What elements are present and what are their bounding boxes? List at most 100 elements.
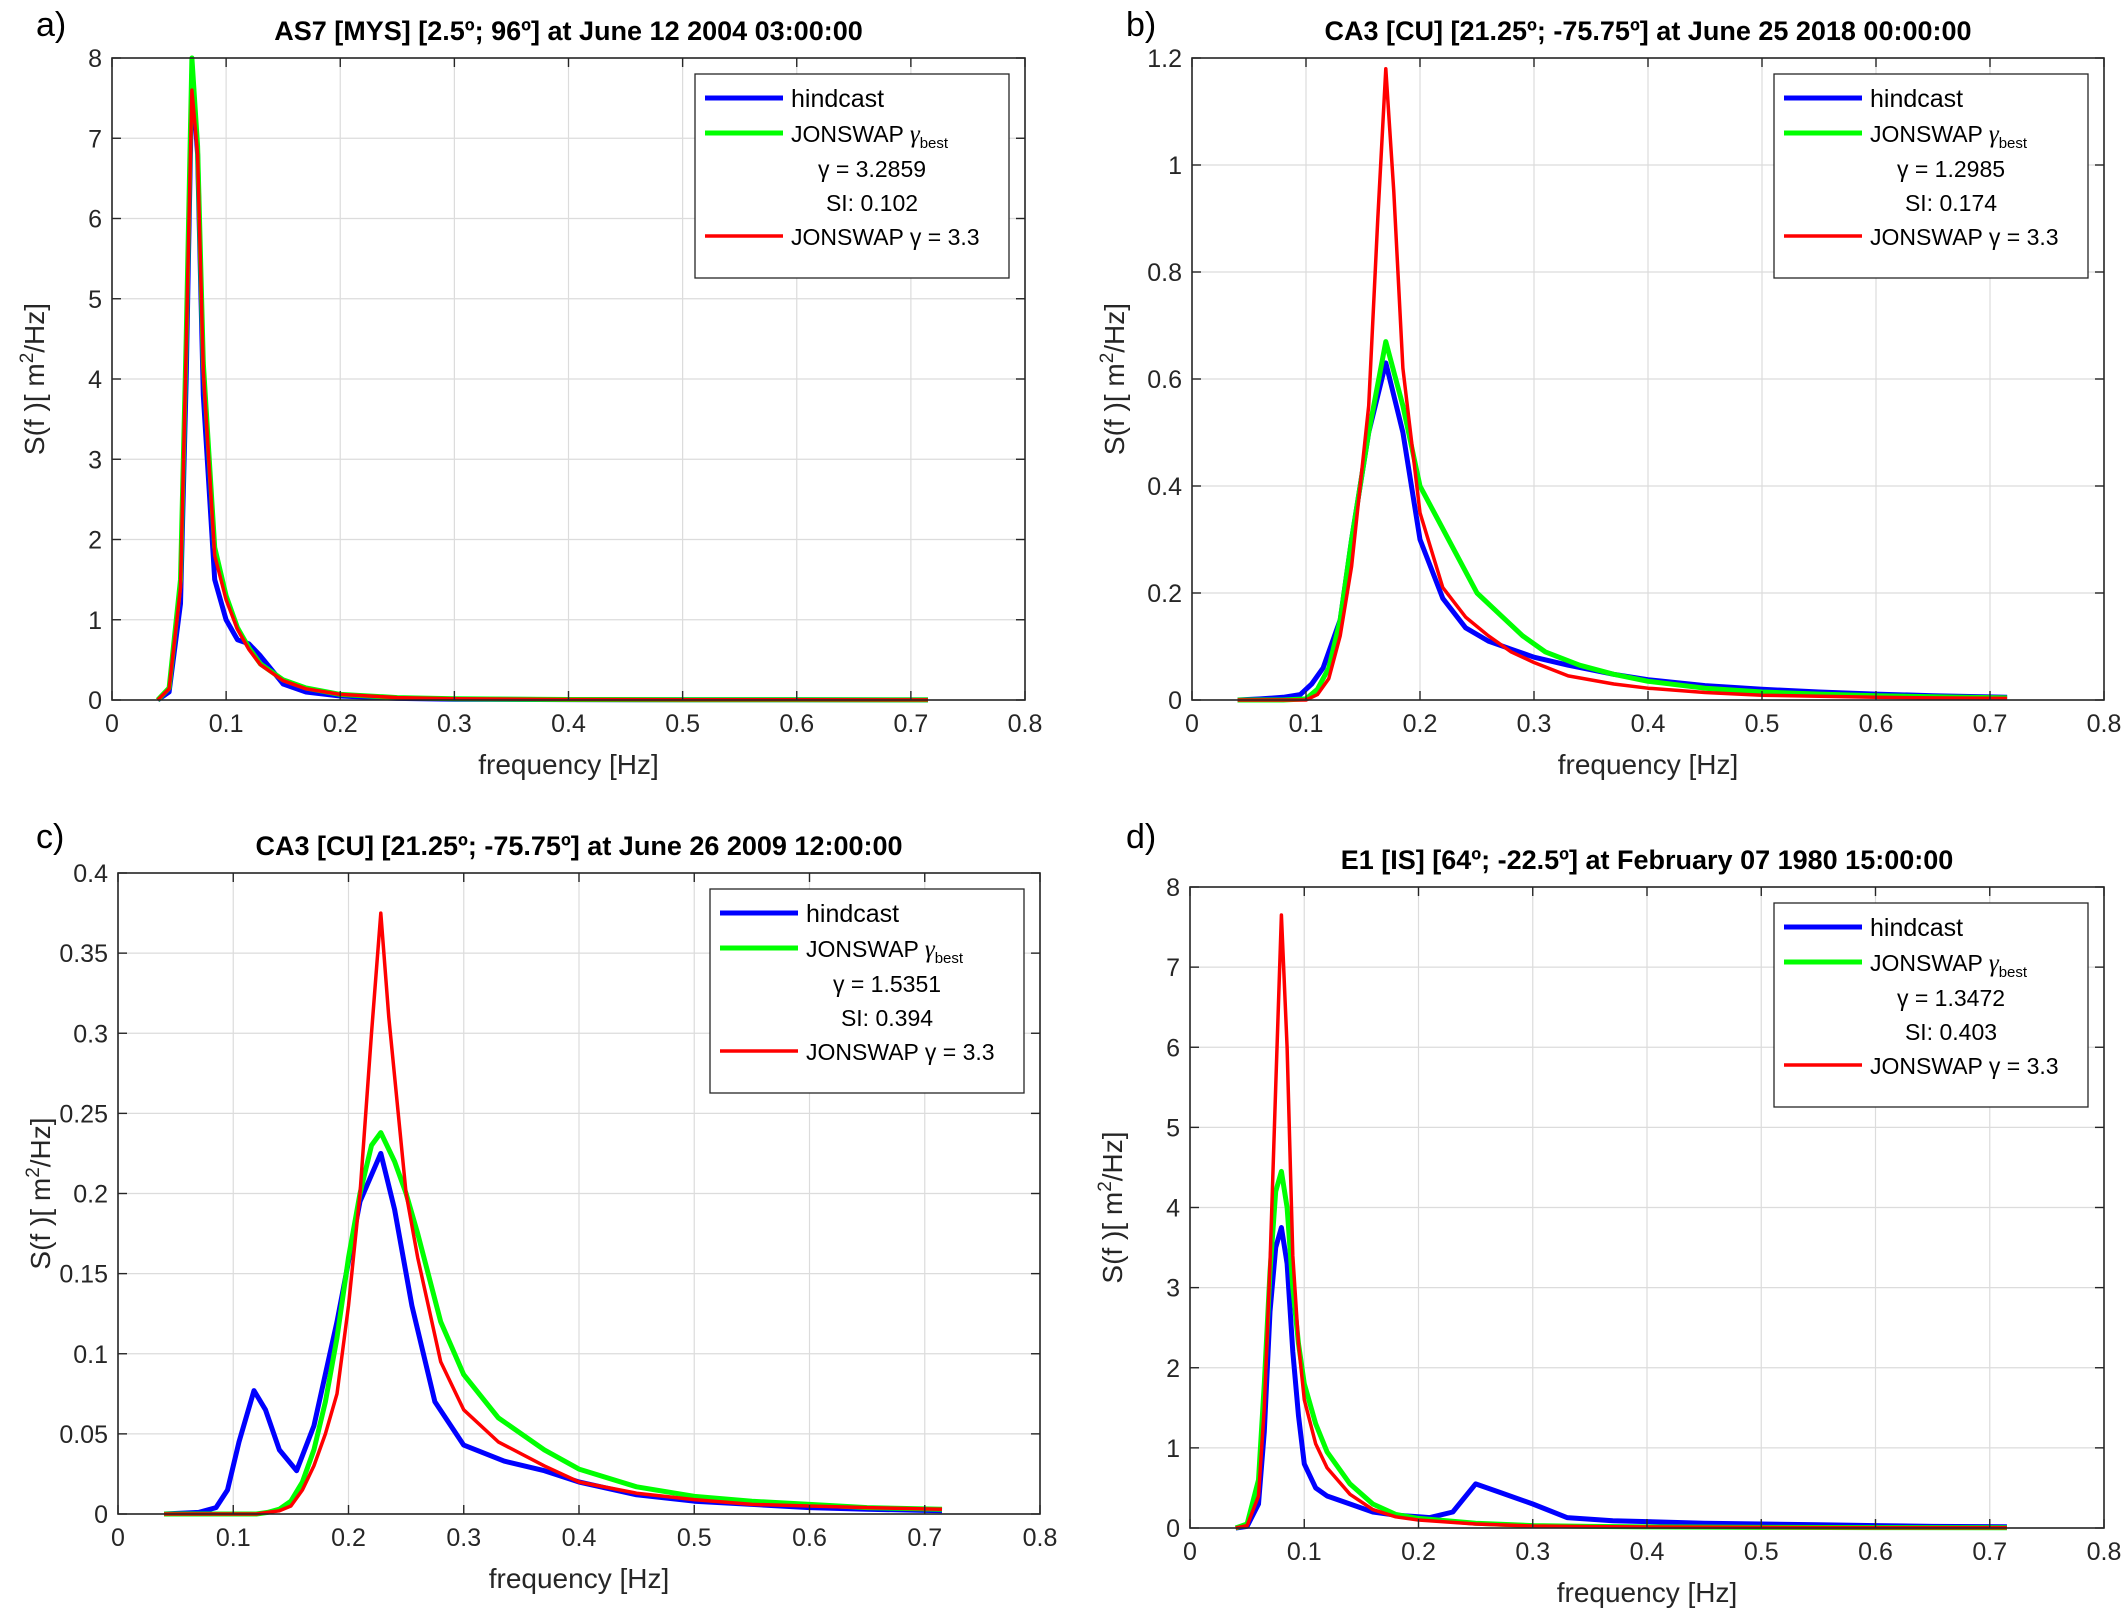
x-axis-label: frequency [Hz] xyxy=(478,749,659,780)
chart-title: CA3 [CU] [21.25º; -75.75º] at June 26 20… xyxy=(255,831,902,861)
legend-box xyxy=(694,73,1010,279)
chart-panel-4: 0 0.1 0.2 0.3 0.4 0.5 0.6 0.7 0.8 0 1 2 3 4 5 6 7 8 E1 [IS… xyxy=(1095,818,2121,1608)
legend-box xyxy=(1773,73,2089,279)
legend-label-jonswap-3-3: JONSWAP γ = 3.3 xyxy=(791,224,980,250)
legend-si-value: SI: 0.394 xyxy=(841,1005,933,1031)
y-axis-label-unit: /Hz] xyxy=(1097,1131,1128,1181)
x-tick-label: 0.8 xyxy=(2087,1538,2122,1566)
x-tick-label: 0.8 xyxy=(1023,1524,1058,1552)
legend-label-hindcast: hindcast xyxy=(806,900,899,928)
x-tick-label: 0.8 xyxy=(1008,710,1043,738)
x-tick-label: 0.5 xyxy=(677,1524,712,1552)
y-tick-label: 5 xyxy=(1166,1114,1180,1142)
x-tick-label: 0.3 xyxy=(1515,1538,1550,1566)
y-tick-label: 7 xyxy=(1166,954,1180,982)
x-tick-label: 0.1 xyxy=(1289,710,1324,738)
series-line-jonswap-3-3 xyxy=(1237,66,2008,702)
y-tick-label: 1 xyxy=(1168,152,1182,180)
legend-label-hindcast: hindcast xyxy=(1870,85,1963,113)
y-axis-label-sup: 2 xyxy=(17,353,38,364)
y-tick-label: 0.8 xyxy=(1147,259,1182,287)
y-axis-label-unit: /Hz] xyxy=(25,1117,56,1167)
legend-si-value: SI: 0.403 xyxy=(1905,1019,1997,1045)
x-tick-label: 0.8 xyxy=(2087,710,2122,738)
y-axis-label-sup: 2 xyxy=(1095,1181,1116,1192)
y-tick-label: 0.6 xyxy=(1147,366,1182,394)
series-line-jonswap-3-3 xyxy=(1235,913,2007,1530)
y-axis-label-main: S(f )[ m xyxy=(25,1178,56,1270)
y-axis-label: S(f )[ m2/Hz] xyxy=(1095,1131,1128,1283)
y-tick-label: 1 xyxy=(88,607,102,635)
x-tick-label: 0.2 xyxy=(1401,1538,1436,1566)
panel-label: c) xyxy=(36,818,64,856)
series-line-hindcast xyxy=(1237,360,2008,703)
y-tick-label: 0 xyxy=(1168,687,1182,715)
y-tick-label: 6 xyxy=(1166,1034,1180,1062)
legend: hindcast JONSWAP γbest γ = 1.2985 SI: 0.174… xyxy=(1773,73,2089,279)
x-tick-label: 0.6 xyxy=(1859,710,1894,738)
legend-box xyxy=(709,888,1025,1094)
x-tick-label: 0.7 xyxy=(1973,710,2008,738)
y-tick-label: 0 xyxy=(94,1501,108,1529)
y-tick-label: 3 xyxy=(1166,1275,1180,1303)
y-tick-label: 0 xyxy=(1166,1515,1180,1543)
legend-label-hindcast: hindcast xyxy=(791,85,884,113)
y-tick-label: 0.15 xyxy=(59,1261,108,1289)
legend: hindcast JONSWAP γbest γ = 1.3472 SI: 0.403… xyxy=(1773,902,2089,1108)
x-tick-label: 0.3 xyxy=(1517,710,1552,738)
legend-label-hindcast: hindcast xyxy=(1870,914,1963,942)
x-tick-label: 0.3 xyxy=(446,1524,481,1552)
y-axis-label: S(f )[ m2/Hz] xyxy=(23,1117,56,1269)
x-tick-label: 0.2 xyxy=(323,710,358,738)
legend-label-jonswap-best: JONSWAP γbest xyxy=(1870,121,2028,152)
y-tick-label: 6 xyxy=(88,206,102,234)
series-line-jonswap-best xyxy=(164,1130,943,1517)
x-tick-label: 0.5 xyxy=(1745,710,1780,738)
y-axis-label-unit: /Hz] xyxy=(1099,303,1130,353)
x-tick-label: 0.6 xyxy=(792,1524,827,1552)
x-tick-label: 0.6 xyxy=(1858,1538,1893,1566)
series-line-jonswap-3-3 xyxy=(164,911,943,1516)
x-tick-label: 0.1 xyxy=(216,1524,251,1552)
y-tick-label: 8 xyxy=(1166,874,1180,902)
x-tick-label: 0.5 xyxy=(1744,1538,1779,1566)
y-axis-label-sup: 2 xyxy=(23,1167,44,1178)
legend-gamma-value: γ = 1.2985 xyxy=(1897,156,2005,182)
x-tick-label: 0.1 xyxy=(209,710,244,738)
y-tick-label: 4 xyxy=(1166,1195,1180,1223)
x-tick-label: 0.2 xyxy=(1403,710,1438,738)
x-axis-label: frequency [Hz] xyxy=(489,1563,670,1594)
y-tick-label: 0.35 xyxy=(59,940,108,968)
panel-label: d) xyxy=(1126,818,1156,856)
y-tick-label: 0.05 xyxy=(59,1421,108,1449)
y-axis-label: S(f )[ m2/Hz] xyxy=(1097,303,1130,455)
y-axis-label-main: S(f )[ m xyxy=(19,363,50,455)
legend-label-jonswap-best: JONSWAP γbest xyxy=(791,121,949,152)
x-tick-label: 0.7 xyxy=(893,710,928,738)
x-tick-label: 0.1 xyxy=(1287,1538,1322,1566)
chart-panel-3: 0 0.1 0.2 0.3 0.4 0.5 0.6 0.7 0.8 0 0.05 0.1 0.15 0.2… xyxy=(23,818,1057,1594)
legend-label-jonswap-3-3: JONSWAP γ = 3.3 xyxy=(806,1039,995,1065)
x-tick-label: 0.4 xyxy=(562,1524,597,1552)
x-tick-label: 0.6 xyxy=(779,710,814,738)
chart-title: E1 [IS] [64º; -22.5º] at February 07 198… xyxy=(1341,845,1954,875)
y-tick-label: 7 xyxy=(88,125,102,153)
legend-box xyxy=(1773,902,2089,1108)
chart-title: CA3 [CU] [21.25º; -75.75º] at June 25 20… xyxy=(1324,16,1971,46)
x-axis-label: frequency [Hz] xyxy=(1557,1577,1738,1608)
legend-label-jonswap-best: JONSWAP γbest xyxy=(1870,950,2028,981)
legend: hindcast JONSWAP γbest γ = 3.2859 SI: 0.102… xyxy=(694,73,1010,279)
x-tick-label: 0.7 xyxy=(907,1524,942,1552)
legend-label-jonswap-3-3: JONSWAP γ = 3.3 xyxy=(1870,1053,2059,1079)
y-tick-label: 1 xyxy=(1166,1435,1180,1463)
legend: hindcast JONSWAP γbest γ = 1.5351 SI: 0.394… xyxy=(709,888,1025,1094)
legend-gamma-value: γ = 3.2859 xyxy=(818,156,926,182)
y-tick-label: 0.3 xyxy=(73,1020,108,1048)
y-axis-label-unit: /Hz] xyxy=(19,303,50,353)
legend-si-value: SI: 0.174 xyxy=(1905,190,1997,216)
y-tick-label: 0.25 xyxy=(59,1100,108,1128)
x-tick-label: 0.4 xyxy=(1631,710,1666,738)
x-axis-label: frequency [Hz] xyxy=(1558,749,1739,780)
x-tick-label: 0 xyxy=(105,710,119,738)
